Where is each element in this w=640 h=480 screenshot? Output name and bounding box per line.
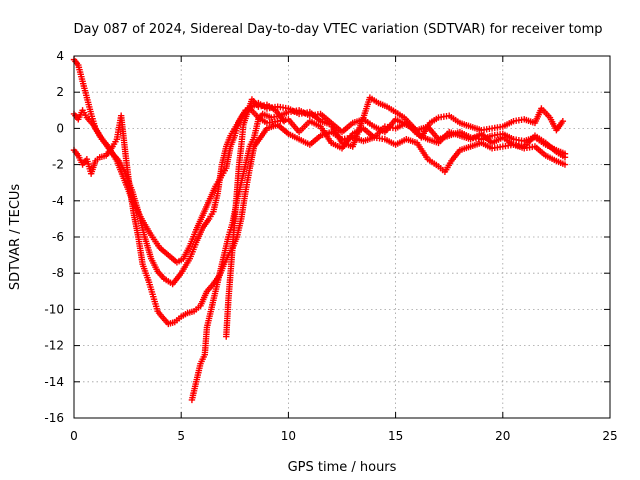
x-tick-label: 15 <box>388 429 403 443</box>
axis-ticks: 0 5 10 15 20 25 -16 -14 -12 -10 -8 -6 -4 -2 0 2 4 <box>44 49 617 443</box>
y-tick-label: -8 <box>52 266 64 280</box>
x-tick-label: 5 <box>177 429 185 443</box>
y-tick-label: -14 <box>44 375 64 389</box>
grid <box>74 56 610 418</box>
x-tick-label: 0 <box>70 429 78 443</box>
x-tick-label: 20 <box>495 429 510 443</box>
y-tick-label: -2 <box>52 158 64 172</box>
y-tick-label: 0 <box>56 121 64 135</box>
chart-title: Day 087 of 2024, Sidereal Day-to-day VTE… <box>73 22 602 37</box>
y-tick-label: 4 <box>56 49 64 63</box>
series-track-2 <box>70 105 569 288</box>
y-tick-label: -16 <box>44 411 64 425</box>
y-axis-label: SDTVAR / TECUs <box>8 184 23 291</box>
x-tick-label: 25 <box>602 429 617 443</box>
y-tick-label: 2 <box>56 85 64 99</box>
series-track-5 <box>223 96 288 340</box>
x-tick-label: 10 <box>281 429 296 443</box>
y-tick-label: -4 <box>52 194 64 208</box>
data-point-marker <box>561 161 569 168</box>
data-point-marker <box>561 150 569 157</box>
y-tick-label: -10 <box>44 302 64 316</box>
data-points <box>70 56 569 404</box>
y-tick-label: -6 <box>52 230 64 244</box>
y-tick-label: -12 <box>44 339 64 353</box>
data-point-marker <box>559 117 567 125</box>
x-axis-label: GPS time / hours <box>288 460 397 475</box>
data-point-marker <box>280 117 288 125</box>
series-track-4 <box>188 107 569 404</box>
